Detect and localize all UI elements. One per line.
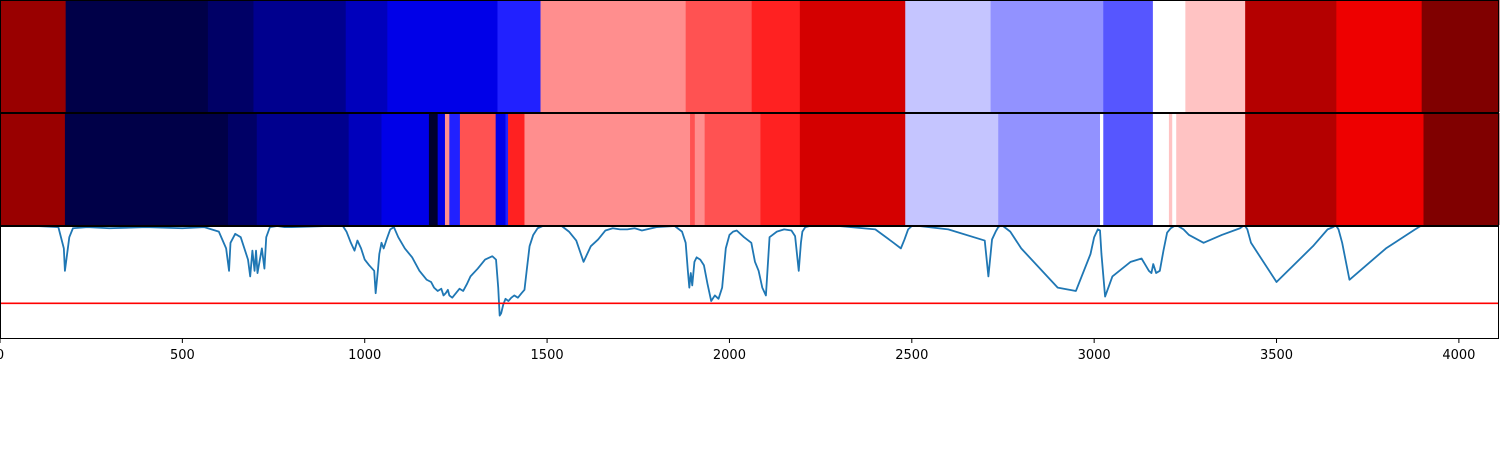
x-tick-label: 1000 <box>348 348 381 363</box>
heatmap-cell <box>1421 0 1500 112</box>
heatmap-row-bottom <box>0 113 1500 225</box>
heatmap-cell <box>387 0 498 112</box>
heatmap-cell <box>428 113 439 225</box>
heatmap-cell <box>540 0 687 112</box>
heatmap-cell <box>508 113 525 225</box>
panel-frame <box>0 113 1499 226</box>
heatmap-cell <box>905 0 991 112</box>
heatmap-row-top <box>0 0 1500 112</box>
heatmap-cell <box>990 0 1104 112</box>
x-tick-label: 3000 <box>1078 348 1111 363</box>
heatmap-cell <box>1099 113 1104 225</box>
heatmap-cell <box>1172 113 1177 225</box>
heatmap-cell <box>64 113 229 225</box>
series-line <box>0 225 1423 317</box>
heatmap-cell <box>1176 113 1246 225</box>
heatmap-cell <box>256 113 350 225</box>
heatmap-cell <box>345 0 388 112</box>
heatmap-cell <box>495 113 506 225</box>
heatmap-cell <box>449 113 461 225</box>
heatmap-cell <box>524 113 691 225</box>
heatmap-cell <box>207 0 254 112</box>
heatmap-cell <box>437 113 446 225</box>
x-tick-label: 1500 <box>531 348 564 363</box>
heatmap-cell <box>381 113 430 225</box>
heatmap-cell <box>1336 113 1424 225</box>
x-tick-label: 4000 <box>1442 348 1475 363</box>
heatmap-cell <box>1245 0 1337 112</box>
heatmap-cell <box>760 113 801 225</box>
heatmap-cell <box>459 113 497 225</box>
heatmap-cell <box>799 113 906 225</box>
heatmap-cell <box>227 113 258 225</box>
panel-frame <box>0 0 1499 113</box>
heatmap-cell <box>1152 0 1186 112</box>
heatmap-cell <box>690 113 696 225</box>
heatmap-cell <box>905 113 999 225</box>
heatmap-cell <box>0 113 66 225</box>
heatmap-cell <box>1103 113 1154 225</box>
heatmap-cell <box>1185 0 1246 112</box>
heatmap-cell <box>497 0 541 112</box>
heatmap-cell <box>751 0 801 112</box>
heatmap-cell <box>1336 0 1423 112</box>
heatmap-cell <box>1152 113 1170 225</box>
x-tick-label: 3500 <box>1260 348 1293 363</box>
x-tick-label: 2500 <box>895 348 928 363</box>
heatmap-cell <box>1245 113 1337 225</box>
x-tick-label: 0 <box>0 348 4 363</box>
panel-frame <box>0 226 1499 339</box>
heatmap-cell <box>1168 113 1173 225</box>
heatmap-cell <box>694 113 706 225</box>
heatmap-cell <box>444 113 450 225</box>
heatmap-cell <box>685 0 753 112</box>
heatmap-cell <box>1423 113 1500 225</box>
heatmap-cell <box>799 0 906 112</box>
x-tick-label: 2000 <box>713 348 746 363</box>
heatmap-cell <box>505 113 509 225</box>
heatmap-cell <box>1103 0 1154 112</box>
panel-frames <box>0 0 1499 339</box>
heatmap-cell <box>998 113 1101 225</box>
line-panel <box>0 225 1499 317</box>
heatmap-cell <box>704 113 761 225</box>
heatmap-cell <box>65 0 209 112</box>
heatmap-cell <box>253 0 347 112</box>
x-axis: 0 500 1000 1500 2000 2500 3000 3500 4000 <box>0 338 1475 363</box>
heatmap-cell <box>348 113 382 225</box>
x-tick-label: 500 <box>170 348 195 363</box>
heatmap-cell <box>0 0 67 112</box>
